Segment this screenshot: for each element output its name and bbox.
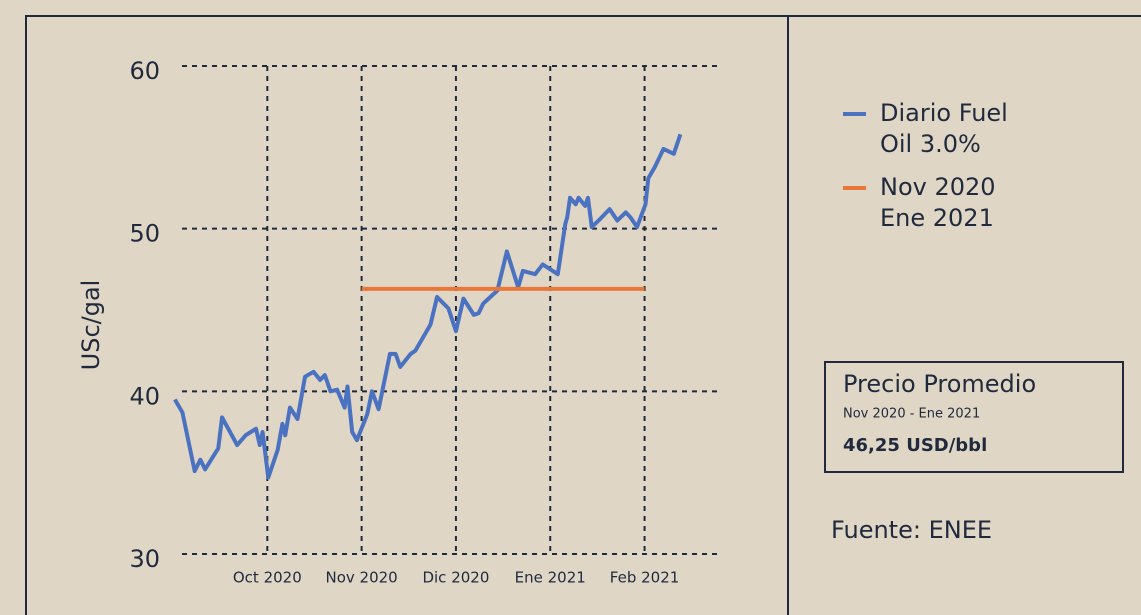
frame: [25, 15, 1141, 615]
box-value: 46,25 USD/bbl: [843, 435, 987, 456]
x-tick-label: Oct 2020: [233, 569, 302, 587]
x-tick-label: Nov 2020: [326, 569, 398, 587]
source: Fuente: ENEE: [831, 516, 992, 544]
box-title: Precio Promedio: [843, 370, 1036, 398]
legend-label: Nov 2020 Ene 2021: [880, 173, 1003, 232]
legend-label: Diario Fuel Oil 3.0%: [880, 99, 1015, 158]
x-tick-label: Dic 2020: [422, 569, 489, 587]
y-axis-label: USc/gal: [77, 280, 105, 371]
y-tick-label: 50: [129, 220, 160, 248]
x-tick-label: Feb 2021: [610, 569, 680, 587]
y-tick-label: 40: [129, 382, 160, 410]
x-tick-label: Ene 2021: [515, 569, 586, 587]
series-line: [173, 133, 683, 480]
box-period: Nov 2020 - Ene 2021: [843, 407, 980, 422]
y-tick-label: 30: [129, 545, 160, 573]
y-tick-label: 60: [129, 57, 160, 85]
info-box: [824, 361, 1124, 473]
